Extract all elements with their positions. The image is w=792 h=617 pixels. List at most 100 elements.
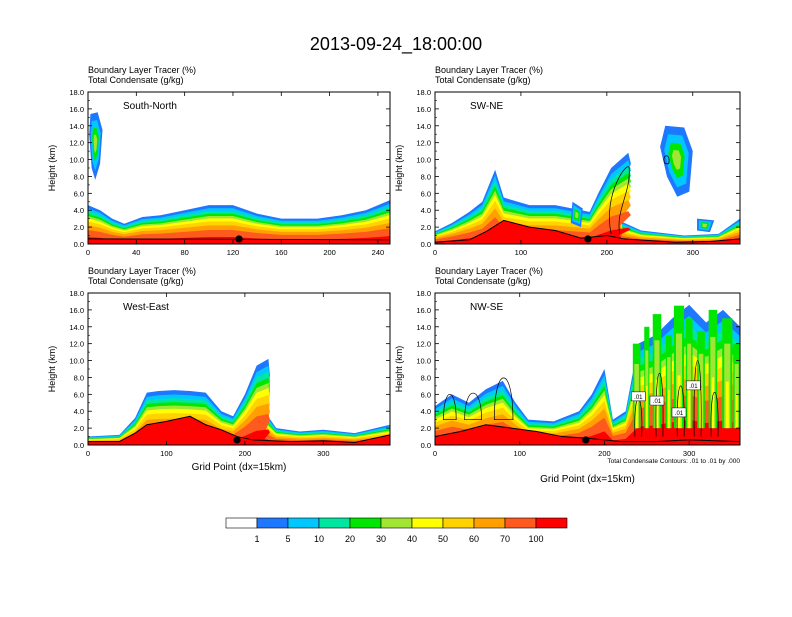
colorbar: 1 5 10 20 30 40 50 60 70 100	[225, 517, 568, 544]
plot-area	[88, 112, 390, 244]
field-label-condensate: Total Condensate (g/kg)	[88, 276, 184, 286]
panel-label-box	[118, 297, 184, 315]
y-axis-label: Height (km)	[394, 145, 404, 192]
y-tick-label: 12.0	[416, 340, 431, 349]
y-tick-label: 18.0	[69, 289, 84, 298]
colorbar-swatch-0	[225, 517, 258, 529]
tower-inner-0	[635, 394, 638, 429]
y-tick-label: 16.0	[416, 105, 431, 114]
x-tick-label: 200	[323, 248, 336, 257]
y-tick-label: 4.0	[421, 407, 431, 416]
colorbar-swatch-7	[442, 517, 475, 529]
y-tick-label: 0.0	[421, 240, 431, 249]
tower-inner-7	[711, 377, 715, 429]
colorbar-swatch-9	[504, 517, 537, 529]
panel-label: SW-NE	[470, 101, 503, 112]
y-tick-label: 8.0	[421, 172, 431, 181]
plot-area: .01 .01 .01 .01	[435, 304, 740, 445]
y-tick-label: 16.0	[69, 306, 84, 315]
y-tick-label: 8.0	[74, 172, 84, 181]
panel-label: NW-SE	[470, 302, 503, 313]
x-tick-label: 300	[317, 449, 330, 458]
x-axis-label-nw-se: Grid Point (dx=15km)	[540, 474, 635, 485]
condensate-contour-1	[663, 155, 670, 165]
field-label-tracer: Boundary Layer Tracer (%)	[88, 266, 196, 276]
terrain-fill	[435, 424, 740, 445]
condensate-contour-2	[443, 394, 457, 421]
x-tick-label: 0	[433, 248, 437, 257]
x-tick-label: 120	[227, 248, 240, 257]
y-tick-label: 14.0	[416, 122, 431, 131]
panel-west-east: Boundary Layer Tracer (%)Total Condensat…	[47, 266, 391, 458]
x-tick-label: 80	[180, 248, 188, 257]
y-axis-label: Height (km)	[47, 145, 57, 192]
upper-patch-1-level-3	[575, 211, 579, 219]
tower-inner-4	[677, 375, 681, 429]
colorbar-swatch-8	[473, 517, 506, 529]
field-label-condensate: Total Condensate (g/kg)	[435, 276, 531, 286]
y-tick-label: 0.0	[74, 240, 84, 249]
x-tick-label: 0	[86, 248, 90, 257]
x-tick-label: 160	[275, 248, 288, 257]
y-tick-label: 2.0	[74, 223, 84, 232]
colorbar-swatch-5	[380, 517, 413, 529]
y-tick-label: 4.0	[74, 206, 84, 215]
panel-sw-ne: Boundary Layer Tracer (%)Total Condensat…	[394, 65, 741, 257]
colorbar-label: 10	[314, 534, 324, 544]
panel-label-box	[118, 96, 197, 114]
plot-area	[435, 125, 740, 244]
x-tick-label: 40	[132, 248, 140, 257]
colorbar-swatch-3	[318, 517, 351, 529]
svg-text:.01: .01	[634, 395, 643, 401]
tower-inner-8	[725, 381, 729, 429]
contour-value-label-2: .01	[671, 407, 687, 418]
y-axis-label: Height (km)	[394, 346, 404, 393]
y-tick-label: 4.0	[74, 407, 84, 416]
x-tick-label: 200	[239, 449, 252, 458]
field-label-condensate: Total Condensate (g/kg)	[435, 75, 531, 85]
y-tick-label: 12.0	[69, 340, 84, 349]
condensate-contour-0	[609, 166, 630, 234]
x-tick-label: 0	[433, 449, 437, 458]
panel-south-north: Boundary Layer Tracer (%)Total Condensat…	[47, 65, 391, 257]
x-tick-label: 200	[601, 248, 614, 257]
condensate-contour-tower-1	[655, 372, 664, 437]
x-tick-label: 100	[160, 449, 173, 458]
x-tick-label: 240	[372, 248, 385, 257]
svg-text:.01: .01	[689, 384, 698, 390]
y-tick-label: 12.0	[69, 139, 84, 148]
y-tick-label: 10.0	[416, 357, 431, 366]
terrain-fill	[435, 220, 740, 244]
y-tick-label: 8.0	[74, 373, 84, 382]
y-tick-label: 2.0	[421, 223, 431, 232]
colorbar-swatch-4	[349, 517, 382, 529]
colorbar-label: 5	[285, 534, 290, 544]
plot-area	[88, 358, 390, 445]
terrain-outline	[435, 424, 740, 443]
y-tick-label: 14.0	[69, 323, 84, 332]
condensate-contour-1	[464, 392, 482, 421]
panel-nw-se: Boundary Layer Tracer (%)Total Condensat…	[394, 266, 741, 458]
upper-patch-2-level-3	[702, 223, 708, 228]
contour-value-label-3: .01	[686, 380, 701, 391]
colorbar-label: 40	[407, 534, 417, 544]
colorbar-label: 50	[438, 534, 448, 544]
terrain-fill	[88, 416, 390, 445]
tower-inner-5	[688, 381, 691, 429]
location-marker	[582, 436, 590, 444]
y-tick-label: 10.0	[69, 156, 84, 165]
y-tick-label: 6.0	[421, 390, 431, 399]
colorbar-label: 20	[345, 534, 355, 544]
upper-patch-0-level-3	[671, 150, 682, 170]
terrain-outline	[88, 415, 390, 443]
field-label-tracer: Boundary Layer Tracer (%)	[88, 65, 196, 75]
colorbar-swatch-2	[287, 517, 320, 529]
contour-value-label-1: .01	[649, 395, 665, 406]
colorbar-label: 30	[376, 534, 386, 544]
contour-note: Total Condensate Contours: .01 to .01 by…	[607, 458, 740, 465]
panels: Boundary Layer Tracer (%)Total Condensat…	[47, 65, 741, 485]
x-tick-label: 100	[513, 449, 526, 458]
y-tick-label: 6.0	[421, 189, 431, 198]
y-tick-label: 10.0	[416, 156, 431, 165]
